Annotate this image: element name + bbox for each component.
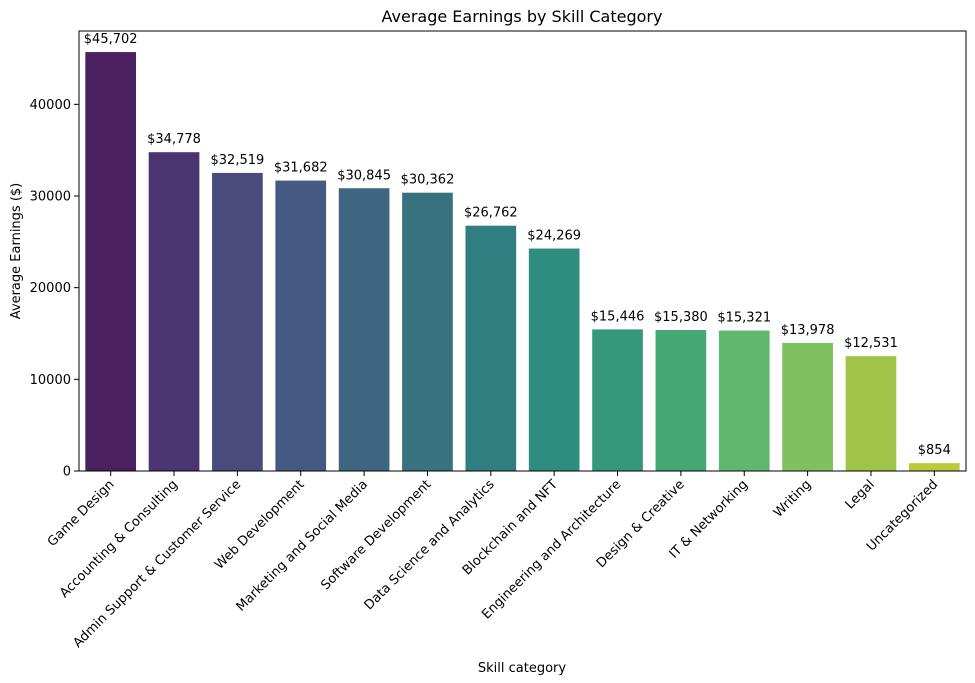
data-label: $15,321 (717, 311, 771, 326)
x-tick-label: Writing (771, 477, 814, 520)
chart-title: Average Earnings by Skill Category (382, 7, 663, 26)
bar (148, 152, 200, 471)
data-label: $854 (918, 443, 951, 458)
data-label: $15,446 (591, 309, 645, 324)
data-label: $15,380 (654, 310, 708, 325)
x-tick-label: Game Design (45, 477, 118, 550)
x-tick-label: Data Science and Analytics (362, 477, 498, 613)
data-label: $31,682 (274, 161, 328, 176)
data-label: $24,269 (527, 229, 581, 244)
bar (655, 330, 707, 471)
data-label: $34,778 (147, 132, 201, 147)
bar (718, 330, 770, 471)
data-label: $12,531 (844, 336, 898, 351)
bar (845, 356, 897, 471)
y-axis: 0 10000 20000 30000 40000 (30, 98, 79, 480)
x-tick-label: Accounting & Consulting (57, 477, 181, 601)
data-label: $26,762 (464, 206, 518, 221)
x-tick-label: Engineering and Architecture (479, 477, 624, 622)
bar (465, 225, 517, 471)
bar (85, 52, 137, 471)
plot-frame (78, 30, 967, 472)
x-axis-label: Skill category (478, 661, 567, 676)
y-tick-label: 10000 (30, 373, 71, 388)
data-label: $13,978 (781, 323, 835, 338)
y-tick-label: 0 (63, 465, 71, 480)
bar (908, 463, 960, 471)
data-label: $30,845 (337, 168, 391, 183)
data-label: $30,362 (401, 173, 455, 188)
x-tick-label: Legal (843, 477, 878, 512)
y-tick-label: 40000 (30, 98, 71, 113)
x-tick-label: Software Development (318, 477, 434, 593)
bars (85, 52, 960, 472)
data-label: $45,702 (84, 32, 138, 47)
bar (275, 180, 327, 471)
data-label: $32,519 (211, 153, 265, 168)
bar (402, 192, 453, 471)
y-tick-label: 20000 (30, 281, 71, 296)
bar (592, 329, 643, 471)
data-labels: $45,702 $34,778 $32,519 $31,682 $30,845 $30,3… (84, 32, 951, 458)
y-tick-label: 30000 (30, 190, 71, 205)
bar (212, 172, 263, 471)
bar (782, 342, 833, 471)
bar (528, 248, 580, 471)
bar (338, 188, 390, 472)
x-tick-label: Marketing and Social Media (234, 477, 371, 614)
y-axis-label: Average Earnings ($) (9, 183, 24, 319)
